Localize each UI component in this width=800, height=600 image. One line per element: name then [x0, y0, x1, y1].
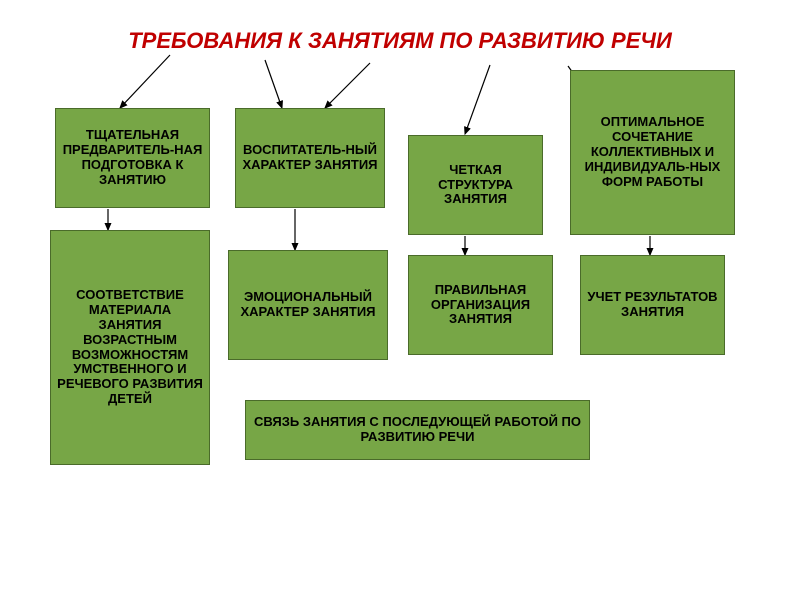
box-correct-organization: ПРАВИЛЬНАЯ ОРГАНИЗАЦИЯ ЗАНЯТИЯ [408, 255, 553, 355]
box-optimal-combination: ОПТИМАЛЬНОЕ СОЧЕТАНИЕ КОЛЛЕКТИВНЫХ И ИНД… [570, 70, 735, 235]
box-followup-connection: СВЯЗЬ ЗАНЯТИЯ С ПОСЛЕДУЮЩЕЙ РАБОТОЙ ПО Р… [245, 400, 590, 460]
box-clear-structure: ЧЕТКАЯ СТРУКТУРА ЗАНЯТИЯ [408, 135, 543, 235]
box-emotional-character: ЭМОЦИОНАЛЬНЫЙ ХАРАКТЕР ЗАНЯТИЯ [228, 250, 388, 360]
box-preparation: ТЩАТЕЛЬНАЯ ПРЕДВАРИТЕЛЬ-НАЯ ПОДГОТОВКА К… [55, 108, 210, 208]
box-educational-character: ВОСПИТАТЕЛЬ-НЫЙ ХАРАКТЕР ЗАНЯТИЯ [235, 108, 385, 208]
diagram-title: ТРЕБОВАНИЯ К ЗАНЯТИЯМ ПО РАЗВИТИЮ РЕЧИ [0, 28, 800, 53]
box-material-correspondence: СООТВЕТСТВИЕ МАТЕРИАЛА ЗАНЯТИЯ ВОЗРАСТНЫ… [50, 230, 210, 465]
box-results-accounting: УЧЕТ РЕЗУЛЬТАТОВ ЗАНЯТИЯ [580, 255, 725, 355]
